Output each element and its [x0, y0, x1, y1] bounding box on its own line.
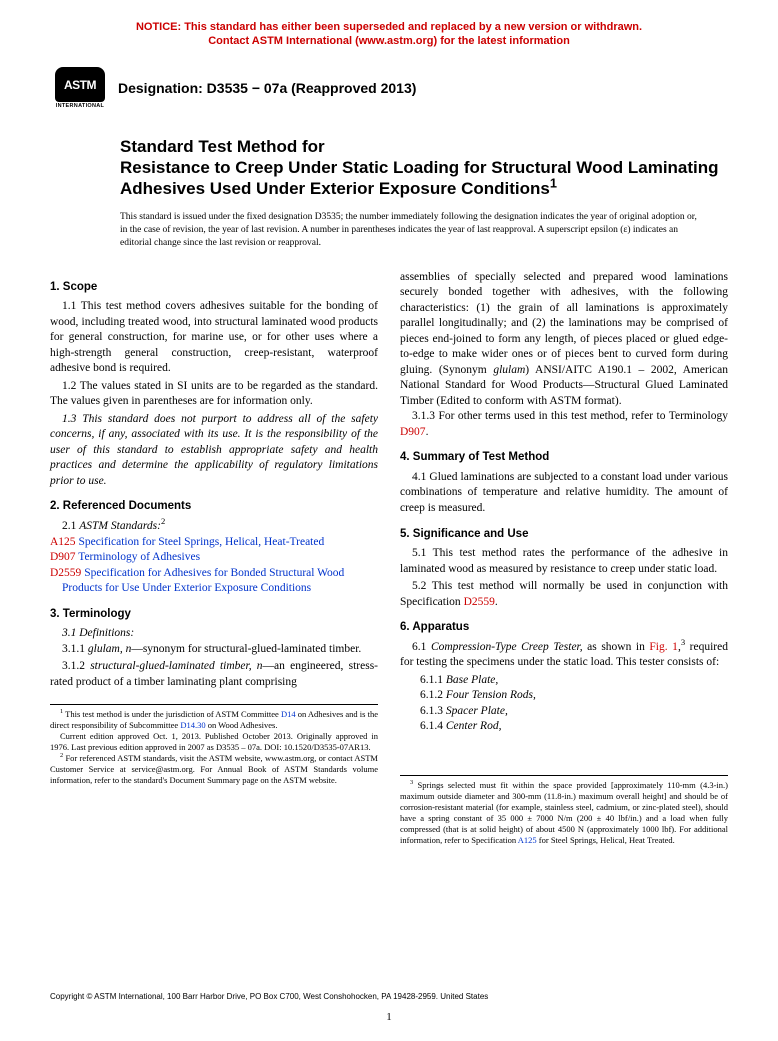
- para-4-1: 4.1 Glued laminations are subjected to a…: [400, 470, 728, 517]
- para-3-1-2: 3.1.2 structural-glued-laminated timber,…: [50, 659, 378, 690]
- footnote-1b: Current edition approved Oct. 1, 2013. P…: [50, 731, 378, 753]
- para-3-1-1: 3.1.1 glulam, n—synonym for structural-g…: [50, 642, 378, 658]
- para-5-1: 5.1 This test method rates the performan…: [400, 546, 728, 577]
- para-3-1-3: 3.1.3 For other terms used in this test …: [400, 409, 728, 440]
- heading-terminology: 3. Terminology: [50, 607, 378, 623]
- link-d2559[interactable]: D2559: [50, 567, 81, 579]
- link-d14-30[interactable]: D14.30: [180, 720, 205, 730]
- link-a125-r[interactable]: A125: [518, 835, 537, 845]
- title-block: Standard Test Method for Resistance to C…: [120, 136, 728, 200]
- copyright: Copyright © ASTM International, 100 Barr…: [50, 992, 488, 1001]
- footnote-3: 3 Springs selected must fit within the s…: [400, 780, 728, 846]
- notice-line2: Contact ASTM International (www.astm.org…: [208, 35, 570, 47]
- para-1-2: 1.2 The values stated in SI units are to…: [50, 379, 378, 410]
- link-d14[interactable]: D14: [281, 709, 296, 719]
- ref-d2559: D2559 Specification for Adhesives for Bo…: [50, 566, 378, 597]
- heading-scope: 1. Scope: [50, 280, 378, 296]
- para-3-1: 3.1 Definitions:: [50, 626, 378, 642]
- link-d907-r[interactable]: D907: [400, 426, 426, 438]
- title-prefix: Standard Test Method for: [120, 136, 728, 157]
- footnote-2: 2 For referenced ASTM standards, visit t…: [50, 753, 378, 786]
- ref-a125: A125 Specification for Steel Springs, He…: [50, 535, 378, 551]
- heading-referenced: 2. Referenced Documents: [50, 499, 378, 515]
- para-5-2: 5.2 This test method will normally be us…: [400, 579, 728, 610]
- link-fig1[interactable]: Fig. 1: [649, 641, 678, 653]
- para-6-1-4: 6.1.4 Center Rod,: [400, 719, 728, 735]
- heading-apparatus: 6. Apparatus: [400, 620, 728, 636]
- footnotes-right: 3 Springs selected must fit within the s…: [400, 775, 728, 846]
- right-column: assemblies of specially selected and pre…: [400, 270, 728, 846]
- para-1-3: 1.3 This standard does not purport to ad…: [50, 412, 378, 490]
- header-row: ASTM INTERNATIONAL Designation: D3535 − …: [50, 61, 728, 116]
- footnote-1: 1 This test method is under the jurisdic…: [50, 709, 378, 731]
- para-6-1-1: 6.1.1 Base Plate,: [400, 673, 728, 689]
- para-6-1-2: 6.1.2 Four Tension Rods,: [400, 688, 728, 704]
- logo-bottom-text: INTERNATIONAL: [56, 103, 104, 109]
- left-column: 1. Scope 1.1 This test method covers adh…: [50, 270, 378, 846]
- para-1-1: 1.1 This test method covers adhesives su…: [50, 299, 378, 377]
- designation: Designation: D3535 − 07a (Reapproved 201…: [118, 80, 416, 96]
- ref-d907: D907 Terminology of Adhesives: [50, 550, 378, 566]
- page: NOTICE: This standard has either been su…: [0, 0, 778, 1041]
- heading-significance: 5. Significance and Use: [400, 527, 728, 543]
- para-2-1: 2.1 ASTM Standards:2: [50, 519, 378, 535]
- link-d907[interactable]: D907: [50, 551, 76, 563]
- page-number: 1: [0, 1011, 778, 1023]
- para-6-1-3: 6.1.3 Spacer Plate,: [400, 704, 728, 720]
- title-main: Resistance to Creep Under Static Loading…: [120, 157, 728, 200]
- logo-mark: ASTM: [55, 67, 105, 102]
- body-columns: 1. Scope 1.1 This test method covers adh…: [50, 270, 728, 846]
- notice-banner: NOTICE: This standard has either been su…: [50, 20, 728, 49]
- para-3-1-2-cont: assemblies of specially selected and pre…: [400, 270, 728, 410]
- link-d2559-r[interactable]: D2559: [464, 596, 495, 608]
- footnotes-left: 1 This test method is under the jurisdic…: [50, 704, 378, 786]
- astm-logo: ASTM INTERNATIONAL: [50, 61, 110, 116]
- heading-summary: 4. Summary of Test Method: [400, 450, 728, 466]
- issuance-note: This standard is issued under the fixed …: [120, 211, 698, 249]
- link-a125[interactable]: A125: [50, 536, 76, 548]
- para-6-1: 6.1 Compression-Type Creep Tester, as sh…: [400, 640, 728, 671]
- logo-top-text: ASTM: [64, 78, 96, 92]
- notice-line1: NOTICE: This standard has either been su…: [136, 21, 642, 33]
